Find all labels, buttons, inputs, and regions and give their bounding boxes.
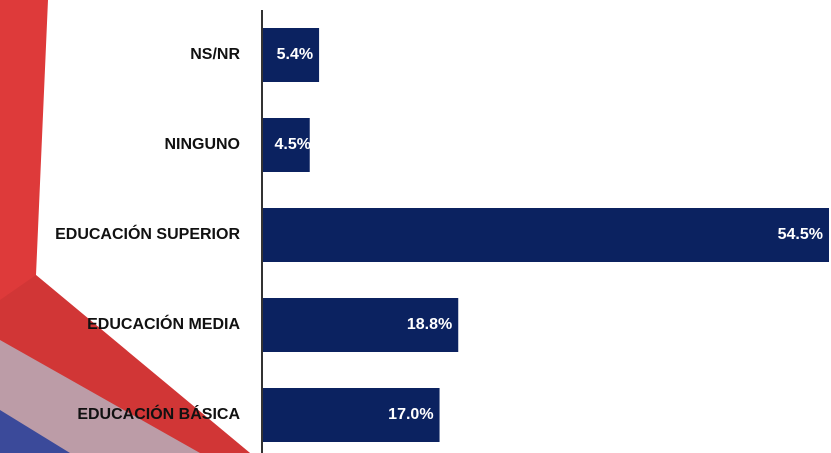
value-label: 17.0%: [388, 406, 433, 423]
bar: [263, 388, 440, 442]
value-label: 54.5%: [778, 226, 823, 243]
category-label: EDUCACIÓN MEDIA: [87, 314, 240, 333]
bar: [263, 298, 459, 352]
category-label: NS/NR: [190, 46, 240, 63]
value-label: 5.4%: [277, 46, 313, 63]
value-label: 4.5%: [275, 136, 311, 153]
bar: [263, 28, 320, 82]
value-label: 18.8%: [407, 316, 452, 333]
bar: [263, 118, 310, 172]
background-decoration: [0, 0, 250, 453]
bar: [263, 208, 829, 262]
category-label: EDUCACIÓN SUPERIOR: [55, 224, 240, 243]
category-label: EDUCACIÓN BÁSICA: [77, 404, 240, 423]
category-label: NINGUNO: [164, 136, 240, 153]
